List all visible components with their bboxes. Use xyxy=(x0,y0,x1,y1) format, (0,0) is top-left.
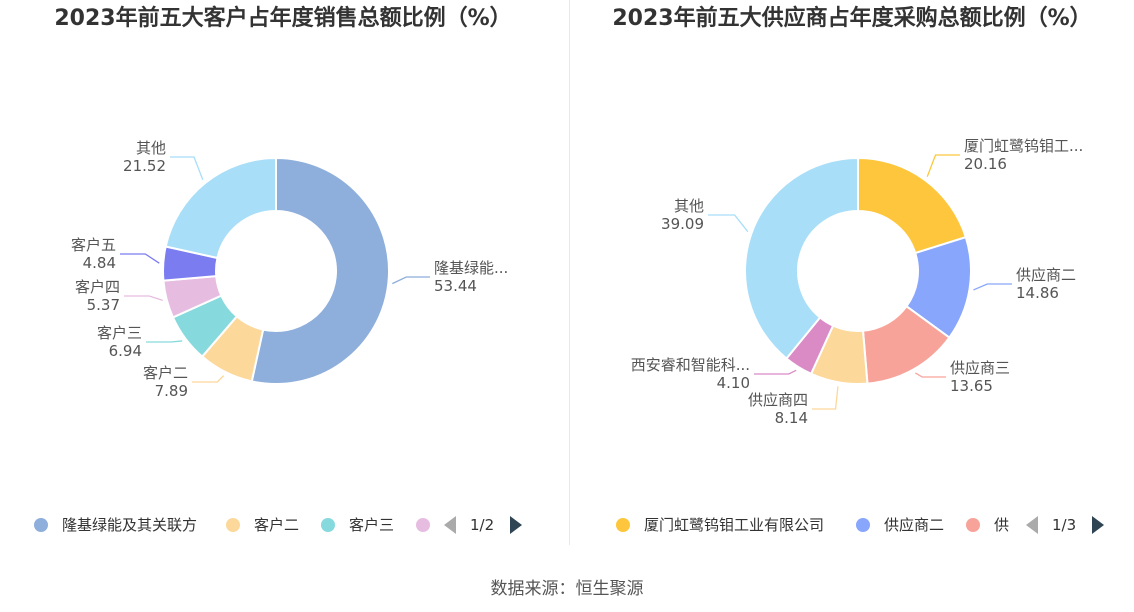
slice-value-label: 20.16 xyxy=(964,155,1007,173)
label-leader-line xyxy=(146,340,183,343)
slice-label: 隆基绿能... xyxy=(434,259,508,277)
legend-prev-page-icon[interactable] xyxy=(1026,516,1038,534)
donut-slice[interactable] xyxy=(250,156,390,385)
supplier-chart-panel: 2023年前五大供应商占年度采购总额比例（%） 厦门虹鹭钨钼工... 20.16 供… xyxy=(570,0,1134,545)
legend-pager: 1/2 xyxy=(444,512,524,538)
slice-value-label: 4.84 xyxy=(83,254,116,272)
slice-value-label: 13.65 xyxy=(950,377,993,395)
slice-label: 客户二 xyxy=(143,364,188,382)
slice-value-label: 6.94 xyxy=(109,342,142,360)
slice-value-label: 5.37 xyxy=(87,296,120,314)
slice-label: 供应商三 xyxy=(950,359,1010,377)
customer-legend: 隆基绿能及其关联方 客户二 客户三 1/2 xyxy=(0,512,566,538)
slice-label: 其他 xyxy=(674,197,704,215)
legend-pager: 1/3 xyxy=(1026,512,1106,538)
legend-color-dot xyxy=(321,518,335,532)
legend-color-dot xyxy=(616,518,630,532)
label-leader-line xyxy=(926,154,960,177)
slice-label: 客户三 xyxy=(97,324,142,342)
slice-label: 供应商二 xyxy=(1016,266,1076,284)
label-leader-line xyxy=(392,276,430,285)
slice-label: 厦门虹鹭钨钼工... xyxy=(964,137,1083,155)
legend-next-page-icon[interactable] xyxy=(1092,516,1104,534)
slice-label: 其他 xyxy=(136,139,166,157)
slice-value-label: 4.10 xyxy=(717,374,750,392)
legend-next-page-icon[interactable] xyxy=(510,516,522,534)
slice-value-label: 8.14 xyxy=(775,409,808,427)
slice-value-label: 21.52 xyxy=(123,157,166,175)
legend-color-dot xyxy=(34,518,48,532)
slice-value-label: 39.09 xyxy=(661,215,704,233)
supplier-chart-title: 2023年前五大供应商占年度采购总额比例（%） xyxy=(612,6,1092,31)
slice-value-label: 53.44 xyxy=(434,277,477,295)
label-leader-line xyxy=(708,214,749,233)
label-leader-line xyxy=(915,372,946,378)
slice-label: 客户四 xyxy=(75,278,120,296)
label-leader-line xyxy=(812,386,839,410)
legend-color-dot xyxy=(416,518,430,532)
legend-page-indicator: 1/3 xyxy=(1052,516,1077,534)
legend-color-dot xyxy=(966,518,980,532)
label-leader-line xyxy=(754,369,797,375)
slice-label: 供应商四 xyxy=(748,391,808,409)
legend-label: 厦门虹鹭钨钼工业有限公司 xyxy=(644,516,825,534)
legend-label: 供应商二 xyxy=(884,516,945,534)
slice-value-label: 14.86 xyxy=(1016,284,1059,302)
legend-label: 客户二 xyxy=(254,516,300,534)
legend-color-dot xyxy=(226,518,240,532)
legend-page-indicator: 1/2 xyxy=(470,516,495,534)
label-leader-line xyxy=(120,253,160,264)
data-source-note: 数据来源：恒生聚源 xyxy=(490,579,644,599)
slice-value-label: 7.89 xyxy=(155,382,188,400)
customer-chart-panel: 2023年前五大客户占年度销售总额比例（%） 隆基绿能... 53.44 客户二 7.… xyxy=(0,0,566,545)
slice-label: 西安睿和智能科... xyxy=(631,356,750,374)
supplier-legend: 厦门虹鹭钨钼工业有限公司 供应商二 供 1/3 xyxy=(570,512,1134,538)
legend-label: 隆基绿能及其关联方 xyxy=(62,516,198,534)
label-leader-line xyxy=(973,283,1012,291)
customer-chart-title: 2023年前五大客户占年度销售总额比例（%） xyxy=(54,6,512,31)
label-leader-line xyxy=(192,375,225,383)
donut-slice[interactable] xyxy=(164,156,277,260)
legend-color-dot xyxy=(856,518,870,532)
donut-slice[interactable] xyxy=(857,156,968,255)
label-leader-line xyxy=(170,156,204,180)
panel-divider xyxy=(569,0,570,545)
donut-slice[interactable] xyxy=(744,156,859,360)
label-leader-line xyxy=(124,295,163,302)
legend-label: 供 xyxy=(994,516,1010,534)
slice-label: 客户五 xyxy=(71,236,116,254)
legend-prev-page-icon[interactable] xyxy=(444,516,456,534)
legend-label: 客户三 xyxy=(349,516,395,534)
